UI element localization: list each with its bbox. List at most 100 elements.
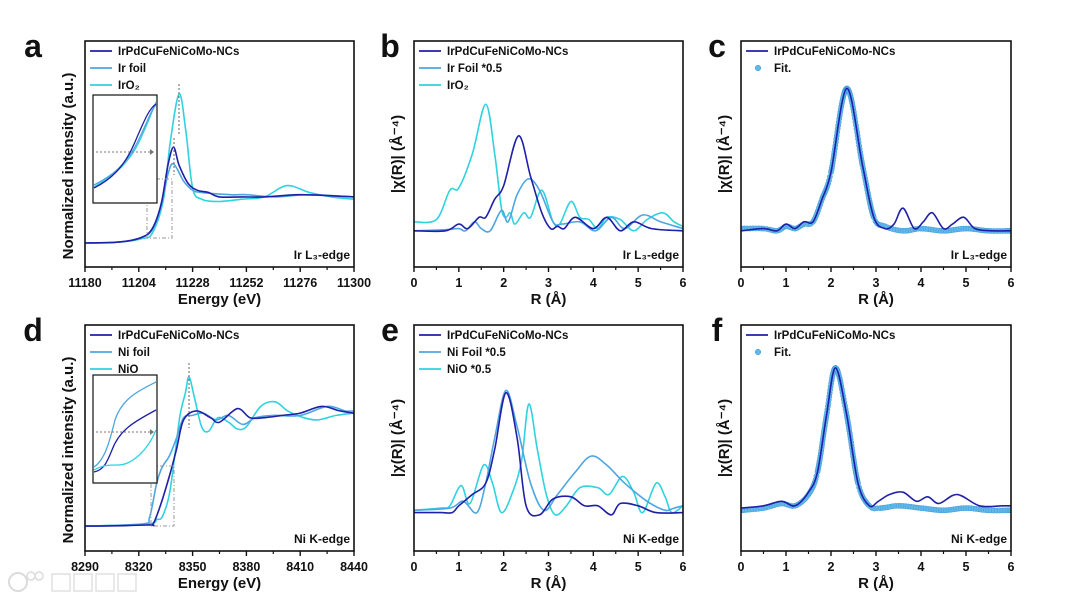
x-tick-label: 1 <box>783 560 790 574</box>
legend-item: Ni foil <box>90 347 150 359</box>
legend-label: IrPdCuFeNiCoMo-NCs <box>118 330 239 342</box>
x-tick-label: 0 <box>411 560 418 574</box>
legend-label: IrPdCuFeNiCoMo-NCs <box>118 46 239 58</box>
x-tick-label: 2 <box>828 276 835 290</box>
x-tick-label: 6 <box>680 276 687 290</box>
fit-markers <box>741 85 1011 234</box>
chart-panel-f: f 0 1 2 3 4 5 6 R (Å) |χ(R)| (Å⁻⁴) Ni K-edge IrPdCu… <box>712 312 1015 592</box>
edge-label: Ni K-edge <box>294 532 350 546</box>
x-tick-label: 3 <box>873 276 880 290</box>
y-axis-label: |χ(R)| (Å⁻⁴) <box>389 115 406 193</box>
x-axis-label: R (Å) <box>858 575 894 592</box>
series-line-sample <box>414 135 683 233</box>
legend-item: Ni Foil *0.5 <box>419 347 506 359</box>
series-line-sample <box>741 367 1011 509</box>
y-axis-label: Normalized intensity (a.u.) <box>60 357 77 544</box>
x-tick-label: 2 <box>500 560 507 574</box>
chart-panel-e: e 0 1 2 3 4 5 6 R (Å) |χ(R)| (Å⁻⁴) Ni K-edge IrPdCu… <box>381 312 686 592</box>
legend: IrPdCuFeNiCoMo-NCs Fit. <box>746 330 895 359</box>
inset-zoom <box>92 84 180 239</box>
x-tick-label: 11228 <box>176 276 210 290</box>
panel-letter: d <box>23 312 43 348</box>
x-tick-label: 11252 <box>229 276 263 290</box>
x-tick-label: 6 <box>1008 276 1015 290</box>
y-axis-label: |χ(R)| (Å⁻⁴) <box>716 399 733 477</box>
x-tick-label: 3 <box>873 560 880 574</box>
legend-label: Fit. <box>774 347 791 359</box>
legend-item: IrO₂ <box>90 80 140 92</box>
x-tick-label: 0 <box>738 560 745 574</box>
x-tick-label: 3 <box>545 276 552 290</box>
legend-item: IrPdCuFeNiCoMo-NCs <box>746 46 895 58</box>
legend-label: IrPdCuFeNiCoMo-NCs <box>447 46 568 58</box>
x-tick-label: 8440 <box>340 560 368 574</box>
edge-label: Ir L₃-edge <box>951 248 1008 262</box>
x-tick-label: 5 <box>635 560 642 574</box>
x-tick-label: 3 <box>545 560 552 574</box>
chart-panel-b: b 0 1 2 3 4 5 6 R (Å) |χ(R)| (Å⁻⁴) Ir L₃-edge IrPdC… <box>380 28 686 308</box>
x-tick-label: 6 <box>680 560 687 574</box>
edge-label: Ir L₃-edge <box>623 248 680 262</box>
legend-label: NiO *0.5 <box>447 364 492 376</box>
x-tick-label: 8290 <box>71 560 99 574</box>
legend-item: NiO <box>90 364 139 376</box>
panel-letter: b <box>380 28 400 64</box>
legend-marker <box>754 348 762 356</box>
series-line-oxide <box>414 403 683 516</box>
x-tick-label: 5 <box>963 560 970 574</box>
edge-label: Ni K-edge <box>623 532 679 546</box>
legend-label: IrO₂ <box>118 80 140 92</box>
legend-item: NiO *0.5 <box>419 364 492 376</box>
panel-letter: e <box>381 312 399 348</box>
panel-letter: a <box>24 28 42 64</box>
x-tick-label: 4 <box>590 560 597 574</box>
y-axis-label: |χ(R)| (Å⁻⁴) <box>389 399 406 477</box>
plot-area <box>414 389 683 517</box>
legend-item: Fit. <box>754 347 791 359</box>
legend-label: NiO <box>118 364 139 376</box>
x-axis-label: Energy (eV) <box>178 291 261 308</box>
legend-item: IrPdCuFeNiCoMo-NCs <box>419 46 568 58</box>
x-tick-label: 0 <box>411 276 418 290</box>
plot-area <box>414 103 683 233</box>
series-line-foil <box>414 389 683 514</box>
watermark-logo <box>8 571 137 592</box>
legend-item: Ir Foil *0.5 <box>419 63 503 75</box>
panel-letter: c <box>708 28 726 64</box>
legend: IrPdCuFeNiCoMo-NCs Ir foil IrO₂ <box>90 46 239 92</box>
chart-panel-c: c 0 1 2 3 4 5 6 R (Å) |χ(R)| (Å⁻⁴) Ir L₃-edge IrPdC… <box>708 28 1014 308</box>
series-line-sample <box>741 87 1011 232</box>
legend-item: IrPdCuFeNiCoMo-NCs <box>90 46 239 58</box>
legend-label: IrPdCuFeNiCoMo-NCs <box>447 330 568 342</box>
y-axis-label: |χ(R)| (Å⁻⁴) <box>716 115 733 193</box>
legend-label: Ir foil <box>118 63 146 75</box>
x-axis-label: R (Å) <box>531 575 567 592</box>
x-tick-label: 11204 <box>122 276 156 290</box>
legend-label: IrO₂ <box>447 80 469 92</box>
legend-label: Ir Foil *0.5 <box>447 63 503 75</box>
x-tick-label: 8380 <box>232 560 260 574</box>
legend: IrPdCuFeNiCoMo-NCs Fit. <box>746 46 895 75</box>
x-tick-label: 6 <box>1008 560 1015 574</box>
x-tick-label: 8320 <box>125 560 153 574</box>
x-tick-label: 4 <box>918 560 925 574</box>
series-line-sample <box>414 391 683 517</box>
legend: IrPdCuFeNiCoMo-NCs Ni Foil *0.5 NiO *0.5 <box>419 330 568 376</box>
legend-marker <box>754 64 762 72</box>
legend: IrPdCuFeNiCoMo-NCs Ir Foil *0.5 IrO₂ <box>419 46 568 92</box>
series-line-oxide <box>85 376 354 527</box>
zoom-region-box <box>146 178 173 239</box>
x-tick-label: 5 <box>635 276 642 290</box>
series-line-sample <box>85 405 354 527</box>
legend-item: IrPdCuFeNiCoMo-NCs <box>90 330 239 342</box>
x-tick-label: 4 <box>918 276 925 290</box>
legend: IrPdCuFeNiCoMo-NCs Ni foil NiO <box>90 330 239 376</box>
series-line-oxide <box>414 103 683 232</box>
legend-item: IrO₂ <box>419 80 469 92</box>
zoom-region-box <box>150 465 175 527</box>
x-tick-label: 11276 <box>283 276 317 290</box>
x-tick-label: 8410 <box>286 560 314 574</box>
x-axis-label: R (Å) <box>531 291 567 308</box>
legend-item: IrPdCuFeNiCoMo-NCs <box>746 330 895 342</box>
